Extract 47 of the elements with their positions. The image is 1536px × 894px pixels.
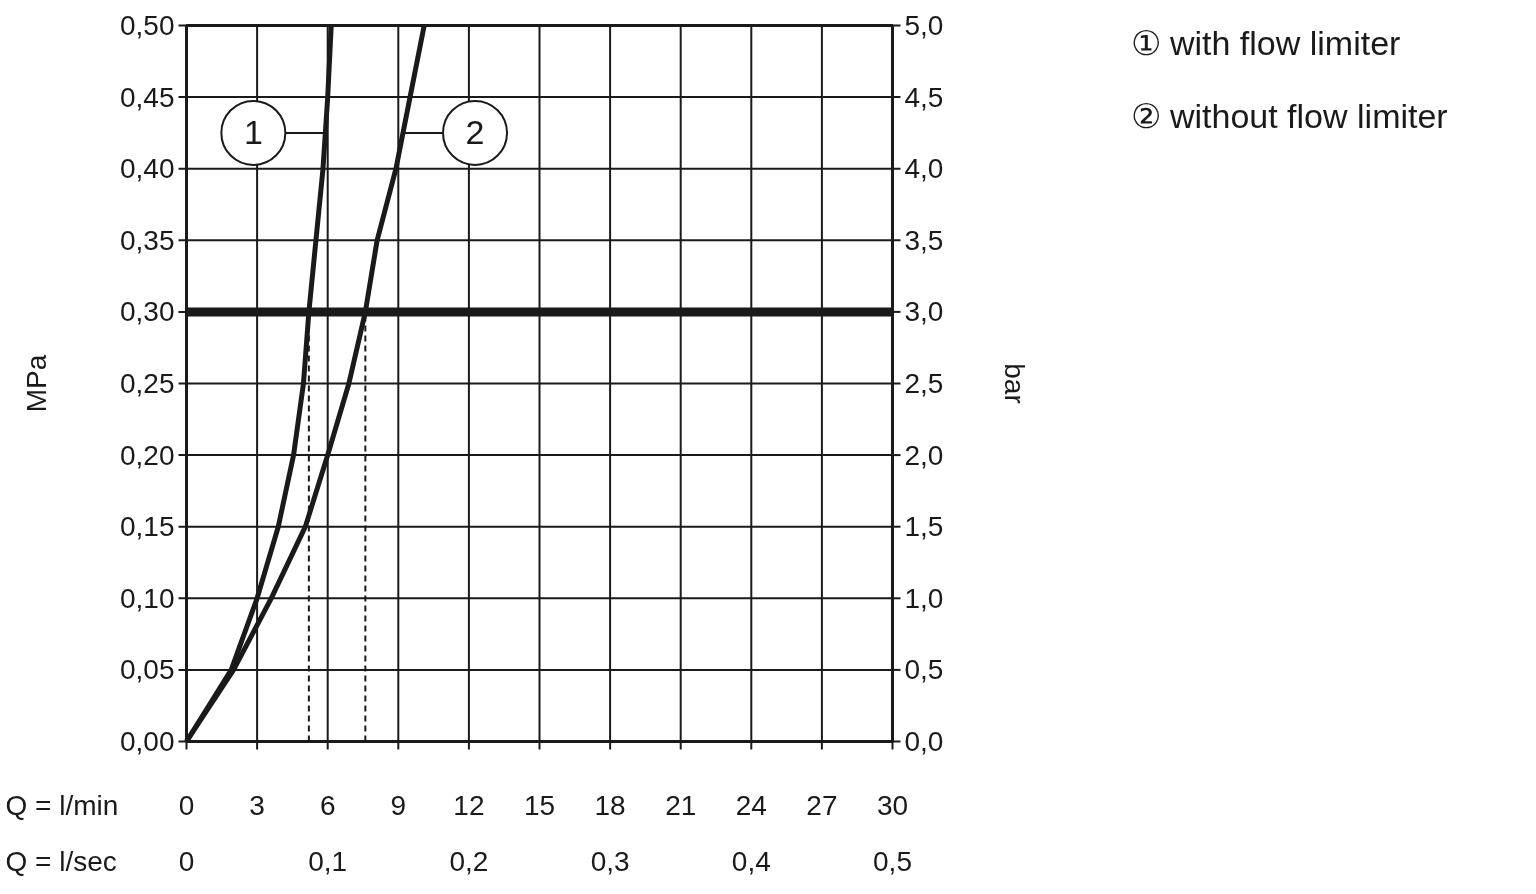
y2-tick-label: 0,0 bbox=[904, 726, 944, 757]
y-tick-label: 0,00 bbox=[120, 726, 175, 757]
annotation: 2 bbox=[465, 113, 485, 152]
x-tick-label: 3 bbox=[249, 790, 265, 821]
y-tick-label: 0,25 bbox=[120, 368, 175, 399]
x-tick-label: 21 bbox=[665, 790, 697, 821]
y-tick-label: 0,35 bbox=[120, 224, 175, 256]
y-tick-label: 0,50 bbox=[120, 10, 175, 41]
text: ① with flow limiter bbox=[1130, 23, 1401, 62]
x2-tick-label: 0,1 bbox=[308, 846, 348, 877]
y2-tick-label: 1,0 bbox=[904, 582, 944, 614]
x2-tick-label: 0,4 bbox=[731, 846, 771, 877]
x2-tick-label: 0,2 bbox=[449, 846, 489, 877]
x-tick-label: 18 bbox=[594, 790, 626, 821]
y2-tick-label: 2,5 bbox=[904, 368, 944, 399]
x2-tick-label: 0,3 bbox=[590, 846, 630, 877]
x-tick-label: 6 bbox=[319, 790, 336, 821]
x-tick-label: 12 bbox=[453, 790, 485, 821]
x-tick-label: 27 bbox=[806, 790, 838, 821]
y2-tick-label: 5,0 bbox=[904, 10, 944, 41]
x2-axis-title: Q = l/sec bbox=[5, 846, 117, 877]
annotation: 1 bbox=[243, 113, 263, 152]
y2-tick-label: 2,0 bbox=[904, 439, 944, 471]
x-tick-label: 9 bbox=[390, 790, 407, 821]
y-tick-label: 0,45 bbox=[120, 81, 175, 113]
y-tick-label: 0,30 bbox=[120, 296, 175, 328]
y2-tick-label: 0,5 bbox=[904, 654, 944, 686]
y2-tick-label: 4,0 bbox=[904, 153, 944, 185]
y-tick-label: 0,05 bbox=[120, 654, 175, 686]
text: ② without flow limiter bbox=[1130, 96, 1448, 135]
y2-tick-label: 3,0 bbox=[904, 296, 944, 328]
y-tick-label: 0,40 bbox=[120, 153, 175, 185]
x-tick-label: 24 bbox=[735, 790, 767, 821]
y2-tick-label: 1,5 bbox=[904, 511, 944, 543]
y2-tick-label: 4,5 bbox=[904, 81, 944, 113]
x-tick-label: 15 bbox=[523, 790, 556, 821]
x2-tick-label: 0,5 bbox=[873, 846, 912, 877]
y-tick-label: 0,10 bbox=[120, 582, 175, 614]
x-axis-title: Q = l/min bbox=[5, 790, 119, 821]
y-tick-label: 0,20 bbox=[120, 439, 175, 471]
y2-axis-title: bar bbox=[999, 363, 1030, 404]
x-tick-label: 30 bbox=[876, 790, 909, 821]
x-tick-label: 0 bbox=[178, 790, 195, 821]
y-axis-title: MPa bbox=[21, 354, 52, 413]
y2-tick-label: 3,5 bbox=[904, 224, 944, 256]
y-tick-label: 0,15 bbox=[120, 511, 175, 543]
x2-tick-label: 0 bbox=[178, 846, 195, 877]
